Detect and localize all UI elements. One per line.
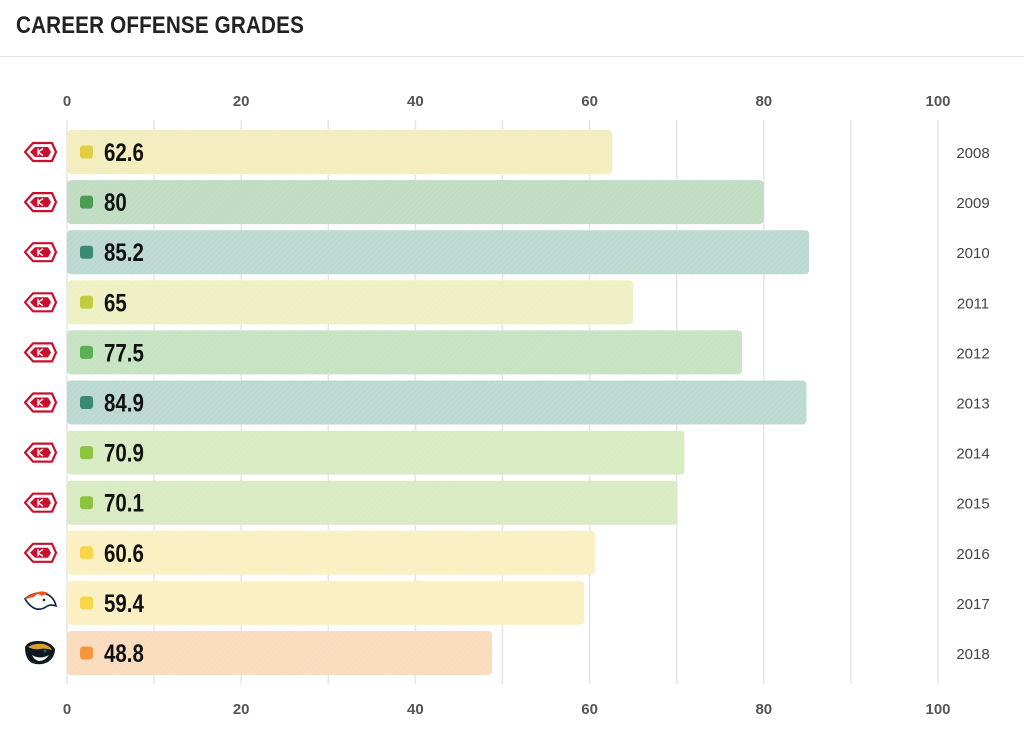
value-label: 65 xyxy=(104,288,127,316)
year-label: 2012 xyxy=(956,345,989,362)
value-label: 70.1 xyxy=(104,489,144,517)
grade-color-dot xyxy=(80,245,93,259)
x-tick-label-bottom: 80 xyxy=(755,701,772,718)
year-labels: 2008 2009 2010 2011 2012 2013 2014 2015 2016 2017… xyxy=(956,145,989,663)
x-tick-label-bottom: 100 xyxy=(925,701,950,718)
year-label: 2010 xyxy=(956,245,989,262)
bar-2017: 59.4 xyxy=(67,580,585,625)
grade-color-dot xyxy=(80,195,93,209)
x-tick-label-top: 20 xyxy=(233,93,250,110)
chiefs-logo-icon xyxy=(23,242,58,263)
chart-title: CAREER OFFENSE GRADES xyxy=(16,12,305,39)
grade-color-dot xyxy=(80,546,93,560)
chiefs-logo-icon xyxy=(23,542,58,563)
bar-2013: 84.9 xyxy=(67,380,807,425)
bar-2011: 65 xyxy=(67,280,634,325)
x-tick-label-top: 100 xyxy=(925,93,950,110)
chiefs-logo-icon xyxy=(23,292,58,313)
grade-color-dot xyxy=(80,646,93,660)
grade-color-dot xyxy=(80,596,93,610)
bars: 62.6 80 85.2 65 77.5 84.9 70.9 70.1 60.6 59.4 48.8 xyxy=(67,130,810,675)
x-tick-label-top: 0 xyxy=(63,93,71,110)
broncos-logo-icon xyxy=(23,591,58,610)
value-label: 62.6 xyxy=(104,138,144,166)
year-label: 2016 xyxy=(956,546,989,563)
team-icons xyxy=(23,141,58,665)
year-label: 2017 xyxy=(956,596,989,613)
bar-2009: 80 xyxy=(67,180,764,225)
grade-color-dot xyxy=(80,446,93,460)
value-label: 77.5 xyxy=(104,338,144,366)
year-label: 2014 xyxy=(956,446,989,463)
value-label: 60.6 xyxy=(104,539,144,567)
value-label: 84.9 xyxy=(104,389,144,417)
bar-texture xyxy=(67,380,807,425)
chiefs-logo-icon xyxy=(23,342,58,363)
year-label: 2013 xyxy=(956,396,989,413)
bar-texture xyxy=(67,230,810,275)
bar-2008: 62.6 xyxy=(67,130,613,174)
x-axis-top: 0 20 40 60 80 100 xyxy=(63,93,951,110)
bar-texture xyxy=(67,580,585,625)
grade-color-dot xyxy=(80,496,93,510)
year-label: 2009 xyxy=(956,195,989,212)
value-label: 70.9 xyxy=(104,439,144,467)
grade-color-dot xyxy=(80,345,93,359)
chiefs-logo-icon xyxy=(23,392,58,413)
bar-texture xyxy=(67,180,764,225)
bar-texture xyxy=(67,530,595,575)
bar-2018: 48.8 xyxy=(67,631,493,675)
grade-color-dot xyxy=(80,145,93,159)
bar-texture xyxy=(67,480,678,525)
x-tick-label-top: 40 xyxy=(407,93,424,110)
jaguars-logo-icon xyxy=(25,641,55,665)
x-axis-bottom: 0 20 40 60 80 100 xyxy=(63,701,951,718)
grade-color-dot xyxy=(80,295,93,309)
year-label: 2011 xyxy=(957,295,989,312)
value-label: 80 xyxy=(104,188,127,216)
bar-texture xyxy=(67,631,493,675)
bar-texture xyxy=(67,430,685,475)
year-label: 2008 xyxy=(956,145,989,162)
x-tick-label-bottom: 40 xyxy=(407,701,424,718)
value-label: 48.8 xyxy=(104,639,144,667)
title-divider xyxy=(0,56,1024,57)
bar-texture xyxy=(67,280,634,325)
bar-2010: 85.2 xyxy=(67,230,810,275)
value-label: 59.4 xyxy=(104,589,144,617)
x-tick-label-bottom: 60 xyxy=(581,701,598,718)
chiefs-logo-icon xyxy=(23,492,58,513)
value-label: 85.2 xyxy=(104,238,144,266)
bar-2015: 70.1 xyxy=(67,480,678,525)
x-tick-label-bottom: 20 xyxy=(233,701,250,718)
year-label: 2015 xyxy=(956,496,989,513)
grade-color-dot xyxy=(80,396,93,409)
chiefs-logo-icon xyxy=(23,192,58,213)
bar-texture xyxy=(67,130,613,174)
x-tick-label-top: 80 xyxy=(755,93,772,110)
chiefs-logo-icon xyxy=(23,141,58,163)
chiefs-logo-icon xyxy=(23,442,58,463)
x-tick-label-bottom: 0 xyxy=(63,701,71,718)
bar-2016: 60.6 xyxy=(67,530,595,575)
year-label: 2018 xyxy=(956,646,989,663)
bar-2012: 77.5 xyxy=(67,330,743,375)
bar-2014: 70.9 xyxy=(67,430,685,475)
x-tick-label-top: 60 xyxy=(581,93,598,110)
bar-texture xyxy=(67,330,743,375)
